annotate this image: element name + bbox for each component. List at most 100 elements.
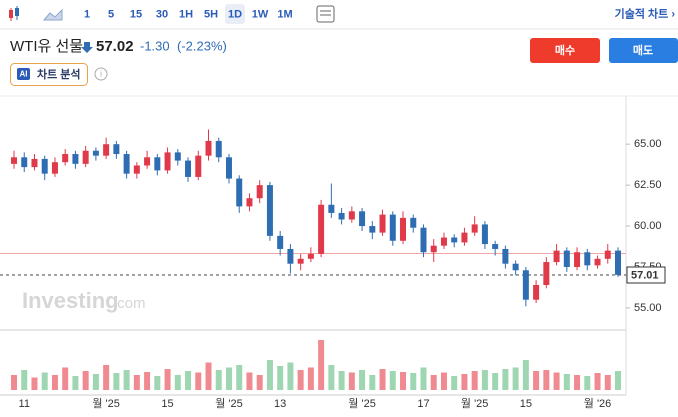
volume-bar [195, 372, 202, 390]
candle-body [328, 204, 335, 213]
change: -1.30 [140, 38, 170, 53]
candle-body [287, 248, 294, 264]
candle-body [31, 158, 38, 168]
ai-badge-text: AI [20, 70, 28, 79]
interval-button[interactable]: 5 [108, 8, 114, 20]
candle-body [543, 262, 550, 285]
buy-button[interactable] [530, 38, 600, 63]
volume-bar [389, 371, 396, 390]
candle-icon[interactable] [9, 6, 19, 21]
candle-body [277, 235, 284, 249]
candle-body [359, 211, 366, 227]
volume-bar [461, 374, 468, 390]
y-tick-label: 65.00 [634, 138, 662, 150]
candle-body [82, 150, 89, 164]
volume-bar [31, 377, 38, 390]
volume-bar [359, 370, 366, 390]
last-price-label: 57.01 [631, 269, 659, 281]
volume-bar [481, 370, 488, 390]
volume-bar [236, 365, 243, 390]
volume-bar [604, 375, 611, 390]
candle-body [215, 140, 222, 158]
volume-bar [338, 371, 345, 390]
interval-button[interactable]: 5H [204, 8, 218, 20]
candle-body [297, 258, 304, 264]
candle-body [481, 224, 488, 245]
volume-bar [103, 365, 110, 390]
candle-body [389, 214, 396, 241]
ai-analysis-button[interactable] [10, 63, 88, 86]
volume-bar [553, 372, 560, 390]
table-icon[interactable] [316, 5, 335, 23]
volume-bar [185, 371, 192, 390]
watermark: Investing [22, 288, 119, 313]
candle-body [553, 250, 560, 263]
candle-body [246, 198, 253, 207]
volume-bar [92, 374, 99, 390]
volume-bar [430, 375, 437, 390]
candle-body [256, 185, 263, 199]
candle-body [563, 250, 570, 267]
candle-body [51, 162, 58, 174]
volume-bar [440, 372, 447, 390]
volume-bar [205, 362, 212, 390]
interval-button[interactable]: 15 [130, 8, 142, 20]
candle-body [410, 217, 417, 228]
interval-button[interactable]: 1M [277, 8, 292, 20]
candle-body [133, 165, 140, 174]
volume-bar [492, 373, 499, 390]
interval-button[interactable]: 1D [228, 8, 242, 20]
sell-label: 매도 [633, 43, 653, 57]
volume-bar [471, 371, 478, 390]
y-tick-label: 60.00 [634, 220, 662, 232]
x-tick-label: 11 [19, 398, 30, 410]
x-tick-label: 15 [520, 398, 532, 410]
volume-bar [522, 360, 529, 390]
x-tick-label: 월 '25 [92, 397, 120, 410]
interval-button[interactable]: 30 [156, 8, 168, 20]
technical-chart-link[interactable]: 기술적 차트 › [615, 6, 676, 20]
candle-body [11, 157, 17, 164]
active-interval [225, 4, 245, 24]
candle-body [174, 152, 181, 161]
candle-body [41, 158, 48, 174]
volume-bar [164, 369, 171, 390]
y-tick-label: 62.50 [634, 179, 662, 191]
volume-bar [400, 372, 407, 390]
candle-body [266, 185, 273, 236]
candle-body [113, 144, 120, 155]
volume-bar [574, 375, 581, 390]
candle-body [318, 204, 325, 254]
candle-body [225, 157, 232, 179]
volume-bar [594, 373, 601, 390]
sell-button[interactable] [609, 38, 678, 63]
candle-body [512, 263, 519, 271]
ai-analysis-label: 차트 분석 [37, 67, 81, 81]
info-icon[interactable] [94, 67, 108, 81]
watermark-suffix: .com [113, 295, 146, 312]
candle-body [533, 284, 540, 300]
interval-button[interactable]: 1W [252, 8, 269, 20]
x-tick-label: 15 [161, 398, 173, 410]
candle-body [307, 253, 314, 259]
candle-body [492, 244, 499, 249]
volume-bar [287, 362, 294, 390]
candle-body [236, 178, 243, 207]
candle-body [400, 217, 407, 241]
candle-body [471, 224, 478, 233]
volume-bar [11, 375, 17, 390]
candle-body [144, 157, 151, 166]
candle-body [522, 270, 529, 300]
volume-bar [113, 373, 120, 390]
volume-bar [51, 375, 58, 390]
candle-body [502, 248, 509, 264]
volume-bar [379, 369, 386, 390]
candle-body [604, 250, 611, 259]
interval-button[interactable]: 1 [84, 8, 90, 20]
area-icon[interactable] [42, 8, 63, 21]
instrument-name: WTI유 선물 [10, 38, 83, 55]
volume-bar [584, 376, 591, 390]
x-tick-label: 월 '25 [348, 397, 376, 410]
interval-button[interactable]: 1H [179, 8, 193, 20]
candle-body [369, 226, 376, 233]
